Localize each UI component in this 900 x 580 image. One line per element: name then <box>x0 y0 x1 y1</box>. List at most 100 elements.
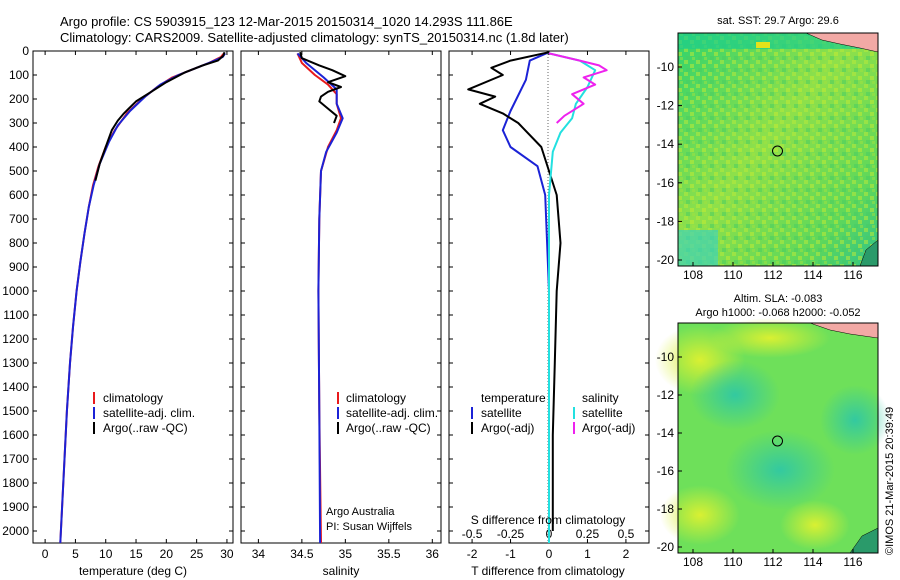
x-tick-label: 0 <box>546 547 553 561</box>
x-tick-label: 5 <box>72 547 79 561</box>
x-tick-label: 30 <box>220 547 234 561</box>
temperature-legend: climatology satellite-adj. clim. Argo(..… <box>93 391 195 435</box>
difference-panel: -2 -1 0 1 2-0.5 -0.25 0 0.25 0.5 S difference fr… <box>448 50 650 578</box>
argo-position-marker <box>772 145 783 157</box>
imos-credit: ©IMOS 21-Mar-2015 20:39:49 <box>884 407 896 555</box>
temperature-series <box>59 51 226 544</box>
map-x-tick-label: 112 <box>763 555 782 569</box>
map-y-tick-label: -20 <box>657 540 675 554</box>
x-tick-label: 2 <box>623 547 630 561</box>
salinity-xlabel: salinity <box>323 564 360 578</box>
temperature-axes <box>32 50 234 544</box>
map-y-tick-label: -18 <box>657 502 675 516</box>
sla-high-anomaly <box>780 500 850 550</box>
y-tick-label: 800 <box>9 236 29 250</box>
legend-climatology: climatology <box>346 391 406 405</box>
y-tick-label: 1000 <box>2 284 29 298</box>
x-tick-label: 10 <box>99 547 113 561</box>
y-tick-label: 1100 <box>3 308 29 322</box>
legend-argo: Argo(..raw -QC) <box>346 421 431 435</box>
series-line-climatology <box>59 52 225 544</box>
s-tick-label: -0.25 <box>497 527 525 541</box>
sla-high-anomaly <box>710 318 830 358</box>
y-tick-label: 0 <box>22 44 29 58</box>
sla-high-anomaly <box>660 485 740 545</box>
y-tick-label: 200 <box>9 92 29 106</box>
series-line-satellite-adj-clim- <box>296 52 344 544</box>
legend-salinity-heading: salinity <box>582 391 619 405</box>
sla-map-axes <box>677 322 879 554</box>
salinity-panel: 34 34.5 35 35.5 36 salinity climatology sate… <box>240 50 442 578</box>
series-line-s-argo-adj- <box>548 52 608 124</box>
t-difference-xlabel: T difference from climatology <box>471 564 625 578</box>
sla-low-anomaly <box>690 360 780 430</box>
sst-map-axes <box>677 32 879 267</box>
legend-s-argo: Argo(-adj) <box>582 421 635 435</box>
difference-legend: temperature satellite Argo(-adj) salinit… <box>471 391 635 435</box>
s-difference-xlabel: S difference from climatology <box>471 513 626 527</box>
legend-s-satellite: satellite <box>582 406 623 420</box>
map-x-tick-label: 112 <box>763 268 782 282</box>
map-x-tick-label: 116 <box>843 268 862 282</box>
sla-map: Altim. SLA: -0.083 Argo h1000: -0.068 h2… <box>655 293 890 569</box>
map-x-tick-label: 114 <box>803 268 822 282</box>
map-y-tick-label: -14 <box>657 426 675 440</box>
sla-low-anomaly <box>820 385 890 455</box>
salinity-axes <box>240 50 442 544</box>
s-tick-label: 0.5 <box>618 527 635 541</box>
salinity-series <box>296 51 347 544</box>
series-line-argo-raw-qc- <box>94 51 226 181</box>
y-tick-label: 500 <box>9 164 29 178</box>
sst-field-texture <box>678 33 878 266</box>
legend-t-argo: Argo(-adj) <box>481 421 534 435</box>
map-y-tick-label: -20 <box>657 253 675 267</box>
header-line-1: Argo profile: CS 5903915_123 12-Mar-2015… <box>60 14 513 29</box>
sst-field-spot <box>756 42 770 48</box>
s-tick-label: 0.25 <box>576 527 600 541</box>
y-tick-label: 1800 <box>2 476 29 490</box>
temperature-tick-labels: 0 5 10 15 20 25 30 <box>42 51 234 561</box>
sla-map-title-1: Altim. SLA: -0.083 <box>734 293 823 305</box>
map-x-tick-label: 114 <box>803 555 822 569</box>
annotation-argo-australia: Argo Australia <box>326 506 395 518</box>
sst-map: sat. SST: 29.7 Argo: 29.6 108 110 112 114 11… <box>657 15 879 282</box>
map-y-tick-label: -16 <box>657 464 675 478</box>
legend-satellite: satellite-adj. clim. <box>103 406 195 420</box>
s-tick-label: -0.5 <box>462 527 483 541</box>
y-tick-label: 1400 <box>2 380 29 394</box>
y-tick-label: 1700 <box>2 452 29 466</box>
map-x-tick-label: 108 <box>683 268 703 282</box>
y-tick-label: 100 <box>9 68 29 82</box>
argo-position-marker <box>772 435 783 447</box>
sst-map-tick-labels: 108 110 112 114 116 -10 -12 -14 -16 -18 -20 <box>657 60 863 282</box>
sla-map-tick-labels: 108 110 112 114 116 -10 -12 -14 -16 -18 -20 <box>657 350 863 569</box>
map-y-tick-label: -12 <box>657 99 675 113</box>
legend-satellite: satellite-adj. clim. <box>346 406 438 420</box>
x-tick-label: 15 <box>129 547 143 561</box>
sla-map-title-2: Argo h1000: -0.068 h2000: -0.052 <box>695 307 860 319</box>
y-tick-label: 1600 <box>2 428 29 442</box>
y-tick-label: 2000 <box>2 524 29 538</box>
legend-t-satellite: satellite <box>481 406 522 420</box>
annotation-pi: PI: Susan Wijffels <box>326 521 412 533</box>
legend-argo: Argo(..raw -QC) <box>103 421 188 435</box>
series-line-t-argo-adj- <box>467 51 562 531</box>
sla-low-anomaly <box>725 430 835 510</box>
series-line-t-satellite <box>501 51 550 543</box>
y-tick-label: 1200 <box>2 332 29 346</box>
map-y-tick-label: -16 <box>657 176 675 190</box>
series-line-s-satellite <box>548 52 597 543</box>
map-y-tick-label: -10 <box>657 350 675 364</box>
legend-temperature-heading: temperature <box>481 391 546 405</box>
x-tick-label: 34 <box>252 547 266 561</box>
x-tick-label: -2 <box>467 547 478 561</box>
temperature-xlabel: temperature (deg C) <box>79 564 187 578</box>
series-line-satellite-adj-clim- <box>59 52 226 544</box>
x-tick-label: 35 <box>339 547 353 561</box>
difference-series <box>467 51 608 543</box>
map-y-tick-label: -12 <box>657 388 675 402</box>
y-tick-label: 900 <box>9 260 29 274</box>
map-y-tick-label: -10 <box>657 60 675 74</box>
sst-map-title: sat. SST: 29.7 Argo: 29.6 <box>717 15 839 27</box>
header-line-2: Climatology: CARS2009. Satellite-adjuste… <box>60 30 569 45</box>
